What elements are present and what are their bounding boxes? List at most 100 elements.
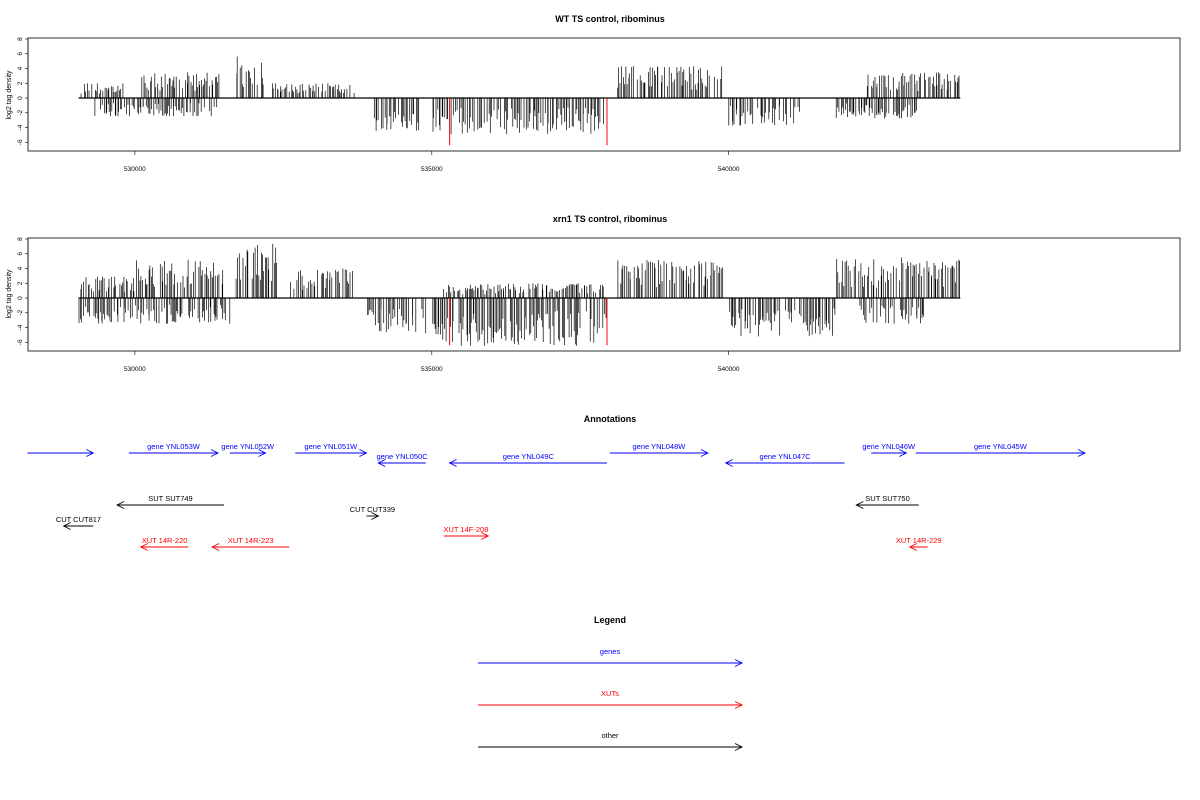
annotations-title: Annotations — [584, 414, 637, 424]
feature-label: gene YNL047C — [760, 452, 812, 461]
arrowhead — [139, 543, 149, 551]
y-tick-label: -4 — [17, 124, 24, 130]
arrowhead — [700, 449, 709, 457]
other-arrow: CUT CUT339 — [350, 505, 395, 520]
annotations-track: Annotations gene YNL053W gene YNL052W gene… — [27, 414, 1086, 551]
xrn1-bars — [78, 243, 961, 346]
arrowhead — [734, 659, 744, 667]
legend-items: genes XUTs other — [478, 647, 744, 751]
y-tick-label: 0 — [17, 296, 24, 300]
arrowhead — [359, 449, 368, 457]
y-tick-label: -2 — [17, 110, 24, 116]
y-tick-label: 6 — [17, 252, 24, 256]
gene-arrow: gene YNL046W — [862, 442, 916, 457]
arrowhead — [448, 459, 457, 467]
xrn1-plot-frame — [27, 237, 1181, 352]
arrowhead — [377, 459, 386, 467]
arrowhead — [734, 743, 744, 751]
x-tick-label: 530000 — [124, 366, 146, 373]
y-tick-label: 4 — [17, 266, 24, 270]
y-tick-label: -6 — [17, 339, 24, 345]
wt-panel-title: WT TS control, ribominus — [555, 14, 665, 24]
legend: Legend genes XUTs other — [478, 615, 744, 751]
feature-label: gene YNL049C — [503, 452, 555, 461]
feature-label: genes — [600, 647, 621, 656]
xut-arrow: XUT 14R-220 — [139, 536, 189, 551]
y-tick-label: 6 — [17, 52, 24, 56]
annotation-features: gene YNL053W gene YNL052W gene YNL051W gene… — [27, 442, 1086, 551]
feature-label: XUT 14R-229 — [896, 536, 942, 545]
feature-label: other — [601, 731, 619, 740]
wt-plot-frame — [27, 37, 1181, 152]
arrowhead — [211, 543, 220, 551]
x-tick-label: 540000 — [718, 366, 740, 373]
arrowhead — [734, 701, 744, 709]
gene-arrow: gene YNL048W — [609, 442, 709, 457]
wt-axes: -6 -4 -2 0 2 4 6 8 530000 535000 540000 — [17, 37, 740, 173]
arrowhead — [899, 449, 908, 457]
y-tick-label: 8 — [17, 37, 24, 41]
legend-item: genes — [478, 647, 744, 667]
arrowhead — [258, 449, 267, 457]
xrn1-coverage-panel: xrn1 TS control, ribominus log2 tag dens… — [6, 214, 1181, 373]
xrn1-panel-title: xrn1 TS control, ribominus — [553, 214, 668, 224]
y-tick-label: -4 — [17, 324, 24, 330]
xut-arrow: XUT 14F-208 — [443, 525, 490, 540]
feature-label: gene YNL045W — [974, 442, 1028, 451]
y-tick-label: 2 — [17, 81, 24, 85]
feature-label: gene YNL053W — [147, 442, 201, 451]
arrowhead — [481, 532, 490, 540]
gene-arrow: gene YNL047C — [724, 452, 845, 467]
arrowhead — [855, 501, 864, 509]
xrn1-axes: -6 -4 -2 0 2 4 6 8 530000 535000 540000 — [17, 237, 740, 373]
y-tick-label: -6 — [17, 139, 24, 145]
feature-label: SUT SUT750 — [865, 494, 909, 503]
xut-arrow: XUT 14R-229 — [896, 536, 942, 551]
arrowhead — [62, 522, 71, 530]
feature-label: XUT 14R-223 — [228, 536, 274, 545]
gene-arrow: gene YNL051W — [295, 442, 368, 457]
arrowhead — [210, 449, 220, 457]
feature-label: CUT CUT339 — [350, 505, 395, 514]
other-arrow: SUT SUT750 — [855, 494, 919, 509]
y-tick-label: -2 — [17, 310, 24, 316]
feature-label: CUT CUT817 — [56, 515, 101, 524]
arrowhead — [116, 501, 125, 509]
gene-arrow: gene YNL052W — [221, 442, 275, 457]
gene-arrow: gene YNL053W — [128, 442, 220, 457]
feature-label: SUT SUT749 — [148, 494, 192, 503]
other-arrow: SUT SUT749 — [116, 494, 224, 509]
feature-label: gene YNL046W — [862, 442, 916, 451]
y-tick-label: 2 — [17, 281, 24, 285]
x-tick-label: 540000 — [718, 166, 740, 173]
other-arrow: CUT CUT817 — [56, 515, 101, 530]
gene-arrow: gene YNL049C — [448, 452, 607, 467]
gene-arrow: gene YNL050C — [377, 452, 429, 467]
legend-item: other — [478, 731, 744, 751]
feature-label: gene YNL052W — [221, 442, 275, 451]
wt-coverage-panel: WT TS control, ribominus log2 tag densit… — [6, 14, 1181, 173]
y-tick-label: 4 — [17, 66, 24, 70]
arrowhead — [371, 512, 380, 520]
x-tick-label: 535000 — [421, 166, 443, 173]
y-tick-label: 0 — [17, 96, 24, 100]
legend-title: Legend — [594, 615, 626, 625]
arrowhead — [908, 543, 918, 551]
feature-label: gene YNL048W — [633, 442, 687, 451]
feature-label: XUT 14R-220 — [142, 536, 188, 545]
wt-bars — [78, 56, 961, 146]
x-tick-label: 535000 — [421, 366, 443, 373]
legend-item: XUTs — [478, 689, 744, 709]
xut-arrow: XUT 14R-223 — [211, 536, 290, 551]
wt-y-axis-label: log2 tag density — [6, 70, 13, 120]
feature-label: gene YNL050C — [377, 452, 429, 461]
feature-label: gene YNL051W — [304, 442, 358, 451]
arrowhead — [724, 459, 733, 467]
gene-arrow — [27, 449, 95, 457]
gene-arrow: gene YNL045W — [915, 442, 1086, 457]
arrowhead — [1077, 449, 1086, 457]
y-tick-label: 8 — [17, 237, 24, 241]
feature-label: XUT 14F-208 — [443, 525, 488, 534]
feature-label: XUTs — [601, 689, 619, 698]
